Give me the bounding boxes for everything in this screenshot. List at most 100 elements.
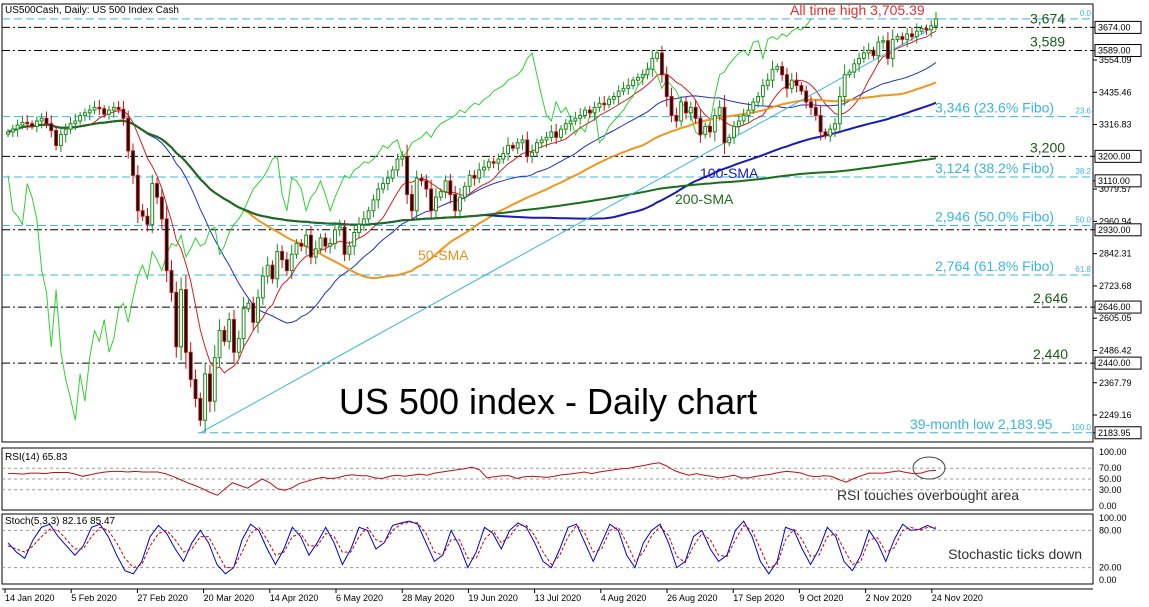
candle-body [313,248,318,258]
candle-body [760,85,765,97]
candle-body [6,131,10,135]
candle-body [280,251,285,261]
candle-body [102,108,107,115]
candle-body [304,234,309,247]
rsi-tick-label: 50.00 [1099,474,1122,484]
candle-body [765,79,770,87]
fib-tag: 61.8 [1075,265,1091,274]
fib-tag: 38.2 [1075,167,1091,176]
candle-body [131,150,135,176]
candle-body [183,289,188,353]
candle-body [323,237,328,247]
stoch-signal-line [7,521,936,569]
candle-body [664,74,669,97]
candle-body [890,38,895,59]
trend-line [200,25,937,434]
price-tick-label: 3435.46 [1099,87,1132,97]
candle-body [573,117,578,122]
candle-body [419,177,424,182]
pane-frames [1,3,1094,590]
candle-body [289,253,294,272]
candle-body [597,102,602,108]
fib-tag: 23.6 [1075,107,1091,116]
price-box-label: 3674.00 [1098,22,1131,32]
candle-body [49,123,54,132]
candles [6,11,938,433]
rsi-tick-label: 0.00 [1099,501,1117,511]
candle-body [866,49,871,54]
candle-body [539,139,544,144]
candle-body [736,120,741,127]
candle-body [847,71,852,76]
candle-body [794,79,799,87]
candle-body [510,144,515,149]
candle-body [496,158,501,164]
price-box-label: 3589.00 [1098,46,1131,56]
candle-body [308,234,313,258]
candle-body [804,90,809,103]
candle-body [703,125,708,136]
candle-body [924,27,929,31]
candle-body [780,66,785,76]
price-tick-label: 3316.83 [1099,120,1132,130]
candle-body [328,242,333,247]
level-label: 39-month low 2,183.95 [910,416,1053,432]
sma100-label: 100-SMA [700,165,759,181]
price-box [1094,174,1142,188]
candle-body [232,319,236,353]
candle-body [472,174,477,179]
candle-body [828,128,833,137]
time-tick-label: 5 Feb 2020 [71,593,117,603]
sma50-label: 50-SMA [418,247,469,263]
price-box [1094,300,1142,314]
candle-body [10,128,15,133]
candle-body [861,52,866,59]
candle-body [121,108,126,119]
stoch-title: Stoch(5,3,3) 82.16 85.47 [5,516,116,527]
candle-body [443,180,448,193]
candle-body [559,128,563,138]
candle-body [837,95,842,125]
candle-body [852,63,857,73]
level-label: 2,764 (61.8% Fibo) [935,258,1054,274]
candle-body [294,242,299,255]
level-label: 3,346 (23.6% Fibo) [935,100,1054,116]
candle-body [491,161,496,164]
candle-body [717,106,722,117]
candle-body [39,117,44,122]
candle-body [155,183,159,198]
candle-body [73,120,78,125]
candle-body [645,68,650,76]
candle-body [602,102,607,106]
candle-body [905,33,910,40]
candle-body [92,106,97,111]
candle-body [910,33,914,38]
price-tick-label: 2842.31 [1099,249,1132,259]
candle-body [818,115,823,133]
candle-body [361,218,366,225]
level-label: 3,589 [1030,34,1065,50]
candle-body [679,101,684,122]
rsi-highlight-circle [912,456,946,480]
candle-body [405,155,410,195]
level-label: 3,124 (38.2% Fibo) [935,160,1054,176]
rsi-title: RSI(14) 65.83 [5,452,68,463]
candle-body [453,193,458,212]
candle-body [914,30,919,38]
price-box [1094,44,1142,58]
rsi-tick-label: 70.00 [1099,463,1122,473]
time-tick-label: 6 May 2020 [336,593,383,603]
tenkan-line [7,30,937,374]
candle-body [813,106,818,117]
candle-body [583,109,587,117]
price-tick-label: 2249.16 [1099,410,1132,420]
candle-body [63,128,68,136]
time-tick-label: 26 Aug 2020 [667,593,718,603]
candle-body [58,134,63,146]
candle-body [741,115,746,122]
fib-tag: 50.0 [1075,215,1091,224]
candle-body [107,109,111,115]
candle-body [159,196,164,220]
candle-body [659,52,664,76]
